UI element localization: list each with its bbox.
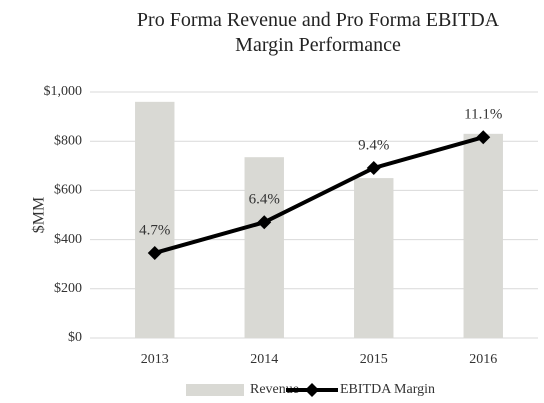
legend-label: EBITDA Margin xyxy=(340,382,435,397)
data-label: 4.7% xyxy=(139,222,170,238)
y-tick-label: $200 xyxy=(54,281,82,296)
data-label: 9.4% xyxy=(358,137,389,153)
line xyxy=(154,135,484,255)
legend-label: Revenue xyxy=(250,382,299,397)
legend-marker xyxy=(305,383,319,397)
y-tick-label: $400 xyxy=(54,232,82,247)
marker xyxy=(476,130,491,145)
data-label: 11.1% xyxy=(464,107,502,123)
y-tick-label: $0 xyxy=(68,330,82,345)
legend-swatch xyxy=(186,384,244,396)
y-tick-label: $600 xyxy=(54,183,82,198)
chart-title: Pro Forma Revenue and Pro Forma EBITDA M… xyxy=(136,9,500,56)
y-tick-label: $800 xyxy=(54,133,82,148)
bar xyxy=(135,101,175,338)
marker xyxy=(366,160,381,175)
bar xyxy=(463,133,503,338)
marker xyxy=(147,245,162,260)
y-tick-label: $1,000 xyxy=(44,84,83,99)
data-label: 6.4% xyxy=(249,192,280,208)
x-tick-label: 2014 xyxy=(250,352,278,367)
bar xyxy=(354,178,394,338)
marker xyxy=(257,215,272,230)
x-tick-label: 2015 xyxy=(360,352,388,367)
x-tick-label: 2013 xyxy=(141,352,169,367)
y-axis-label: $MM xyxy=(31,197,48,233)
x-tick-label: 2016 xyxy=(469,352,497,367)
bar xyxy=(244,157,284,338)
